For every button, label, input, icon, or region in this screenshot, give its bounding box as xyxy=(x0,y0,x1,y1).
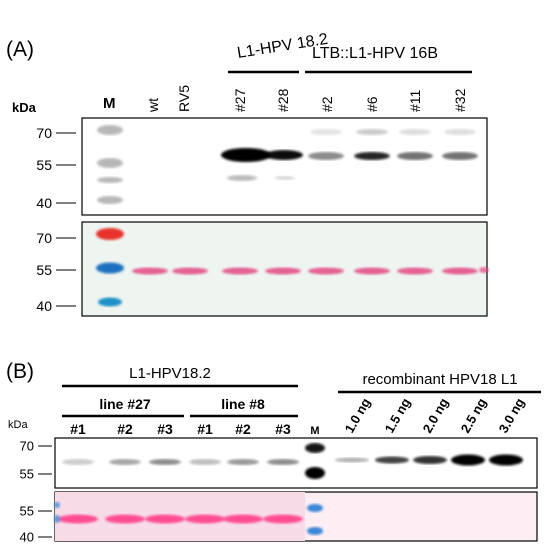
tick-label: 40 xyxy=(36,195,52,211)
band xyxy=(263,514,303,524)
lane-label: #28 xyxy=(275,88,291,112)
band xyxy=(223,514,263,524)
tick-label: 55 xyxy=(20,504,34,519)
band xyxy=(267,459,299,465)
band xyxy=(185,514,225,524)
band xyxy=(222,267,258,275)
band xyxy=(308,152,344,160)
tick-label: 70 xyxy=(20,439,34,454)
tick-label: 40 xyxy=(36,298,52,314)
band xyxy=(375,456,409,464)
lane-label: wt xyxy=(145,98,161,113)
band xyxy=(58,514,98,524)
amount-label: 1.5 ng xyxy=(382,395,414,435)
band xyxy=(307,504,323,512)
panel-label: (A) xyxy=(6,38,34,61)
lane-label: #11 xyxy=(407,89,423,112)
lane-label: #3 xyxy=(275,421,291,437)
panel-label: (B) xyxy=(6,360,34,383)
band xyxy=(265,267,301,275)
unit-label: kDa xyxy=(12,100,37,115)
band xyxy=(227,175,257,181)
amount-label: 1.0 ng xyxy=(342,395,374,435)
band xyxy=(221,148,271,162)
band xyxy=(305,443,325,453)
tick-label: 70 xyxy=(36,125,52,141)
band xyxy=(354,152,390,160)
lane-label: #27 xyxy=(232,88,248,112)
band xyxy=(451,454,485,466)
band xyxy=(227,459,259,465)
band xyxy=(444,129,476,135)
tick-label: 55 xyxy=(20,467,34,482)
band xyxy=(62,459,94,465)
band xyxy=(54,515,60,523)
marker-label: M xyxy=(310,425,319,437)
band xyxy=(97,196,123,204)
band xyxy=(335,457,369,463)
band xyxy=(97,177,123,183)
lane-label: #1 xyxy=(197,421,213,437)
band xyxy=(132,267,168,275)
band xyxy=(354,267,390,275)
band xyxy=(305,467,325,479)
marker-label: M xyxy=(103,95,116,112)
band xyxy=(413,456,447,464)
group-label: LTB::L1-HPV 16B xyxy=(312,45,438,62)
lane-label: #1 xyxy=(70,421,86,437)
band xyxy=(356,129,388,135)
band xyxy=(442,152,478,160)
amount-label: 3.0 ng xyxy=(496,395,528,435)
band xyxy=(275,176,295,180)
band xyxy=(149,459,181,465)
amount-label: 2.5 ng xyxy=(458,395,490,435)
band xyxy=(479,267,489,273)
lane-label: #6 xyxy=(364,96,380,112)
band xyxy=(97,125,123,135)
band xyxy=(172,267,208,275)
lane-label: #2 xyxy=(235,421,251,437)
band xyxy=(489,454,523,466)
band xyxy=(308,267,344,275)
band xyxy=(442,267,478,275)
band xyxy=(96,262,124,274)
band xyxy=(109,459,141,465)
band xyxy=(54,502,60,508)
band xyxy=(105,514,145,524)
lane-label: #2 xyxy=(117,421,133,437)
band xyxy=(265,150,303,160)
band xyxy=(307,527,323,535)
amount-label: 2.0 ng xyxy=(420,395,452,435)
tick-label: 70 xyxy=(36,230,52,246)
band xyxy=(397,267,433,275)
band xyxy=(145,514,185,524)
band xyxy=(399,129,431,135)
lane-label: #3 xyxy=(157,421,173,437)
group-label: L1-HPV18.2 xyxy=(129,365,211,382)
tick-label: 55 xyxy=(36,157,52,173)
band xyxy=(397,152,433,160)
band xyxy=(96,228,124,240)
band xyxy=(98,297,122,307)
lane-label: RV5 xyxy=(176,85,192,112)
line-label: line #27 xyxy=(99,396,151,412)
band xyxy=(97,158,123,168)
lane-label: #32 xyxy=(452,88,468,112)
lane-label: #2 xyxy=(319,96,335,112)
group-label: recombinant HPV18 L1 xyxy=(362,371,517,388)
band xyxy=(310,129,342,135)
tick-label: 55 xyxy=(36,262,52,278)
tick-label: 40 xyxy=(20,530,34,545)
unit-label: kDa xyxy=(8,419,28,431)
line-label: line #8 xyxy=(221,396,265,412)
band xyxy=(189,459,221,465)
